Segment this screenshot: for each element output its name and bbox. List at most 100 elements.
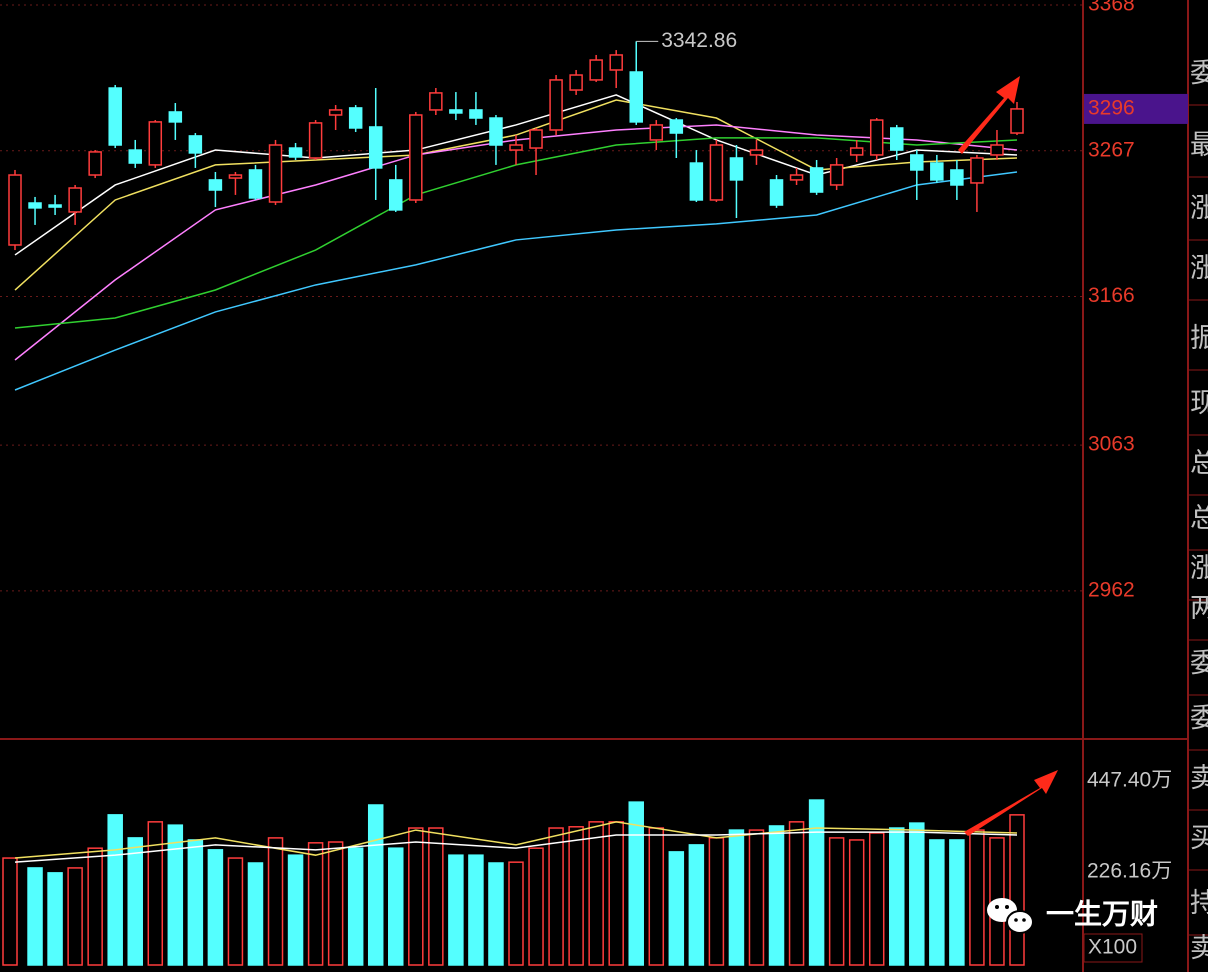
candle-body	[68, 187, 82, 213]
sidebar-label: 委	[1190, 703, 1208, 733]
wechat-icon	[987, 898, 1034, 934]
candle-body	[429, 92, 443, 111]
volume-bar	[428, 827, 444, 966]
volume-bar	[127, 837, 143, 966]
volume-bar	[628, 801, 644, 966]
volume-bar	[548, 827, 564, 966]
volume-bar	[929, 839, 945, 966]
candle-body	[389, 179, 403, 211]
ma-line	[14, 171, 1018, 391]
sidebar-label: 委	[1190, 58, 1208, 88]
candle-body	[509, 144, 523, 151]
y-tick-label: 3368	[1088, 0, 1135, 16]
candle-body	[228, 174, 243, 179]
candle-body	[208, 179, 223, 191]
watermark: 一生万财	[1046, 898, 1158, 929]
volume-bar	[167, 824, 184, 966]
unit-box	[1083, 933, 1143, 963]
volume-bar	[408, 827, 424, 966]
candle-body	[328, 109, 343, 116]
sidebar-label: 两	[1190, 593, 1208, 623]
candle-body	[609, 54, 623, 71]
candle-body	[348, 107, 363, 129]
candle-body	[1010, 108, 1024, 134]
volume-bar	[668, 851, 685, 966]
candle-body	[890, 127, 904, 151]
candle-body	[8, 174, 22, 246]
volume-bar	[969, 829, 985, 966]
candle-body	[849, 147, 864, 156]
volume-bar	[949, 839, 965, 966]
sidebar-label: 涨	[1190, 193, 1208, 223]
candle-body	[629, 71, 643, 123]
volume-bar	[488, 862, 504, 966]
last-price-label: 3296	[1088, 96, 1135, 119]
candle-body	[449, 109, 463, 114]
volume-ma-line	[14, 821, 1018, 859]
candle-body	[729, 157, 744, 181]
volume-bar	[868, 832, 885, 966]
candle-body	[709, 144, 724, 201]
volume-bar	[648, 827, 665, 966]
volume-bar	[889, 827, 905, 966]
y-tick-label: 2962	[1088, 578, 1135, 601]
candle-body	[148, 121, 163, 166]
candle-body	[869, 119, 884, 156]
sidebar-label: 总	[1190, 503, 1208, 533]
candle-body	[809, 167, 824, 193]
volume-bar	[307, 842, 324, 966]
volume-bar	[568, 826, 584, 966]
candle-body	[248, 169, 263, 199]
volume-bar	[347, 847, 364, 966]
candle-body	[930, 162, 944, 181]
candle-body	[990, 144, 1004, 156]
y-tick-label: 226.16万	[1087, 860, 1172, 883]
volume-bar	[367, 804, 384, 966]
candle-body	[288, 147, 303, 158]
sidebar-label: 总	[1190, 448, 1208, 478]
candle-body	[88, 151, 102, 176]
volume-bar	[608, 821, 624, 966]
volume-bar	[47, 872, 63, 966]
candle-body	[589, 59, 603, 81]
volume-bar	[808, 799, 825, 966]
volume-bar	[588, 821, 604, 966]
candle-body	[529, 129, 543, 149]
volume-bar	[207, 849, 224, 966]
y-tick-label: 3267	[1088, 138, 1135, 161]
volume-bar	[147, 821, 164, 966]
candle-body	[268, 144, 283, 203]
volume-bar	[27, 867, 43, 966]
volume-bar	[287, 854, 304, 966]
volume-bar	[87, 847, 103, 966]
high-annotation: 3342.86	[661, 29, 737, 52]
candle-body	[489, 117, 503, 146]
sidebar-label: 持	[1190, 888, 1208, 918]
volume-bar	[688, 844, 705, 966]
sidebar-label: 涨	[1190, 553, 1208, 583]
candle-body	[950, 169, 964, 186]
red-arrow	[958, 76, 1020, 154]
candle-body	[689, 162, 704, 201]
volume-bar	[227, 857, 244, 966]
y-tick-label: 3063	[1088, 433, 1135, 456]
volume-bar	[848, 839, 865, 966]
volume-bar	[468, 854, 484, 966]
volume-bar	[508, 861, 524, 966]
candle-body	[910, 154, 924, 171]
candle-body	[308, 122, 323, 159]
volume-bar	[448, 854, 464, 966]
candle-body	[549, 79, 563, 131]
candle-body	[829, 164, 844, 186]
volume-bar	[748, 829, 765, 966]
volume-bar	[267, 837, 284, 966]
volume-bar	[909, 822, 925, 966]
candle-body	[409, 114, 423, 201]
volume-bar	[528, 847, 544, 966]
unit-label: X100	[1088, 936, 1137, 959]
volume-bar	[388, 847, 404, 966]
volume-bar	[728, 829, 745, 966]
sidebar-label: 委	[1190, 648, 1208, 678]
candle-body	[368, 126, 383, 169]
